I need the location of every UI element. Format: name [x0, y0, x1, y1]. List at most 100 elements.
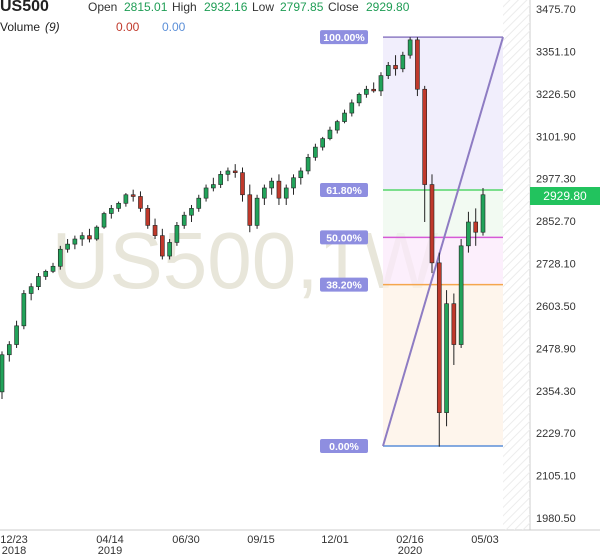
candle-body: [480, 194, 486, 233]
candle-body: [407, 39, 413, 56]
low-label: Low: [252, 0, 275, 14]
time-tick-label: 04/14: [96, 534, 124, 546]
candle-body: [451, 303, 457, 345]
candle-body: [79, 235, 85, 240]
candle-body: [356, 94, 362, 104]
candle-body: [262, 187, 267, 199]
candle-body: [145, 208, 151, 226]
watermark-text: US500,1W: [52, 216, 439, 305]
volume-value-2: 0.00: [162, 20, 186, 34]
candle-body: [232, 170, 238, 173]
candle-body: [371, 88, 376, 92]
volume-label: Volume: [0, 20, 41, 34]
time-tick-label: 12/01: [321, 534, 349, 546]
candle-body: [6, 344, 12, 356]
high-label: High: [172, 0, 197, 14]
ohlc-header: US500 Open 2815.01 High 2932.16 Low 2797…: [0, 0, 530, 22]
candle-body: [181, 214, 187, 226]
candle-body: [254, 197, 260, 226]
volume-value-1: 0.00: [116, 20, 140, 34]
open-value: 2815.01: [124, 0, 168, 14]
candle-body: [0, 354, 5, 393]
fib-level-label: 0.00%: [320, 439, 368, 454]
candle-body: [393, 65, 398, 70]
candles-group: [0, 37, 486, 447]
candle-body: [65, 243, 70, 250]
price-tick-label: 2229.70: [536, 428, 576, 440]
candle-body: [320, 138, 325, 148]
candle-body: [123, 194, 129, 204]
candle-body: [58, 248, 63, 267]
candle-body: [240, 172, 245, 196]
candle-body: [14, 325, 19, 345]
candle-body: [94, 226, 100, 240]
candle-body: [130, 194, 136, 197]
time-tick-year: 2020: [398, 545, 422, 557]
candle-body: [444, 303, 449, 413]
fib-trend-line[interactable]: [382, 36, 504, 447]
candle-body: [473, 221, 479, 233]
price-axis[interactable]: 3475.70 3351.10 3226.50 3101.90 2977.30 2852.…: [536, 4, 576, 525]
candle-body: [72, 238, 78, 245]
candle-body: [247, 194, 253, 226]
candle-body: [203, 187, 209, 199]
volume-param: (9): [45, 20, 60, 34]
candle-body: [269, 180, 274, 189]
candle-body: [196, 197, 202, 209]
svg-text:0.00%: 0.00%: [329, 441, 359, 453]
candle-body: [349, 102, 355, 114]
time-tick-label: 09/15: [247, 534, 275, 546]
time-tick-label: 12/23: [0, 534, 28, 546]
price-tick-label: 2977.30: [536, 174, 576, 186]
fib-zone: [383, 284, 503, 447]
close-label: Close: [328, 0, 359, 14]
time-tick-label: 02/16: [396, 534, 424, 546]
candle-body: [364, 88, 369, 95]
candle-body: [36, 276, 41, 287]
candle-body: [313, 146, 318, 158]
candle-body: [116, 202, 121, 209]
svg-text:38.20%: 38.20%: [326, 280, 362, 292]
candle-body: [167, 242, 172, 257]
fibonacci-retracement[interactable]: 100.00% 61.80% 50.00% 38.20% 0.00%: [320, 30, 504, 454]
candle-body: [160, 235, 165, 257]
candle-body: [291, 177, 296, 189]
svg-text:50.00%: 50.00%: [326, 232, 362, 244]
candle-body: [466, 221, 471, 247]
time-tick-label: 06/30: [172, 534, 200, 546]
candle-body: [276, 180, 282, 199]
candle-body: [342, 112, 347, 122]
price-tick-label: 3101.90: [536, 131, 576, 143]
candle-body: [87, 235, 92, 240]
price-tick-label: 1980.50: [536, 513, 576, 525]
price-tick-label: 2105.10: [536, 471, 576, 483]
candle-body: [415, 39, 420, 90]
price-tick-label: 2728.10: [536, 259, 576, 271]
price-tick-label: 3475.70: [536, 4, 576, 16]
candle-body: [429, 184, 435, 264]
candle-body: [422, 88, 427, 185]
price-tick-label: 2603.50: [536, 301, 576, 313]
candle-body: [283, 187, 289, 199]
price-tick-label: 3351.10: [536, 46, 576, 58]
time-tick-year: 2019: [98, 545, 122, 557]
fib-level-label: 50.00%: [320, 230, 368, 245]
price-tick-label: 2852.70: [536, 216, 576, 228]
candle-body: [327, 129, 333, 139]
future-hatch-area: [503, 0, 530, 530]
candle-body: [174, 225, 180, 243]
candle-body: [458, 245, 464, 345]
candle-body: [50, 265, 56, 272]
price-tick-label: 2478.90: [536, 343, 576, 355]
fib-level-label: 61.80%: [320, 183, 368, 198]
high-value: 2932.16: [204, 0, 248, 14]
candle-body: [305, 157, 311, 172]
candle-body: [152, 225, 158, 236]
time-tick-year: 2018: [2, 545, 26, 557]
candle-body: [334, 121, 340, 131]
fib-zone: [383, 237, 503, 285]
candle-body: [298, 170, 304, 179]
